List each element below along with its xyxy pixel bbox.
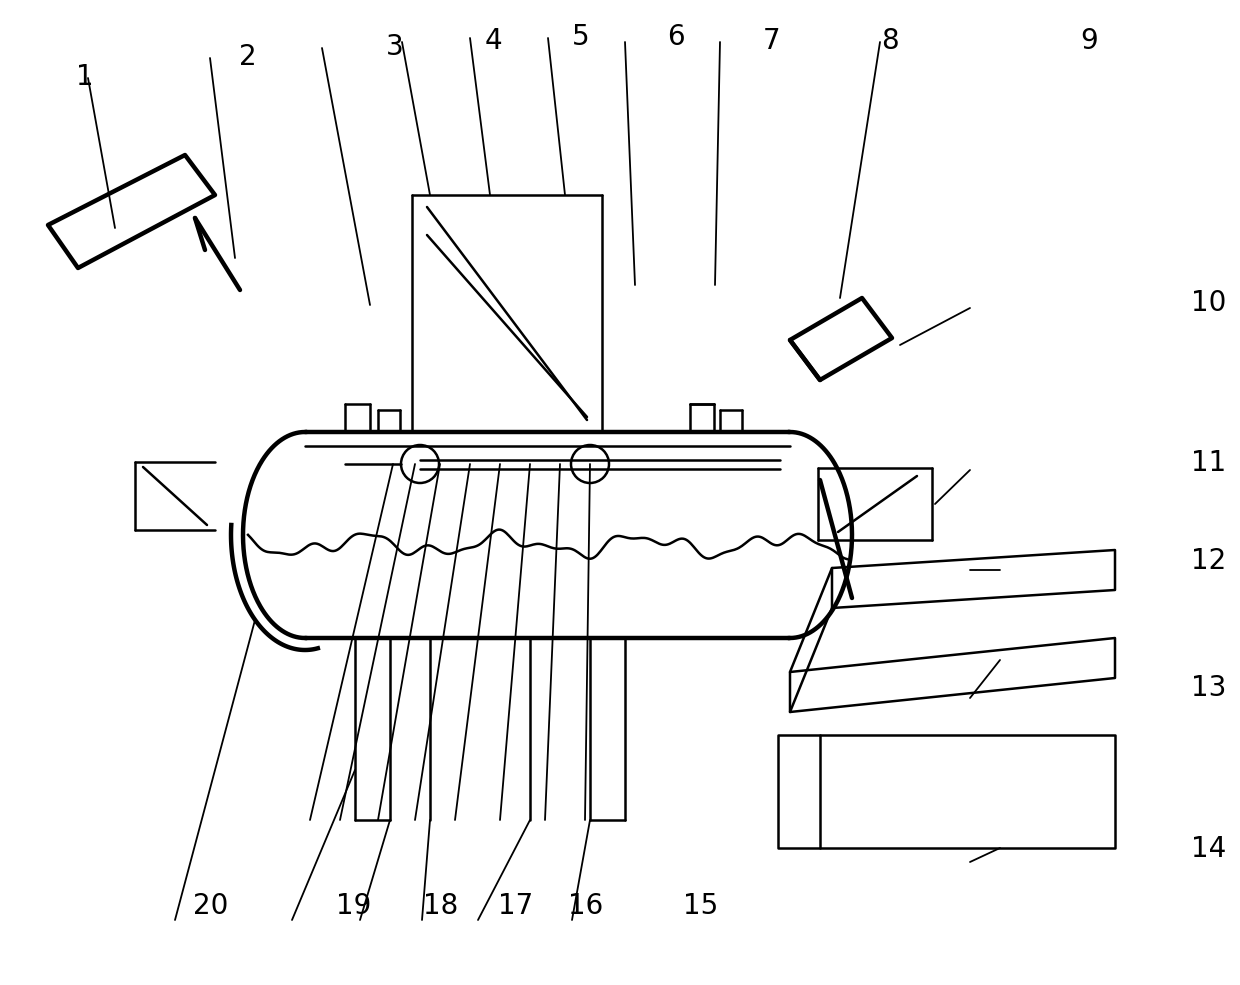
Text: 20: 20 — [193, 892, 228, 920]
Text: 10: 10 — [1192, 290, 1226, 317]
Text: 1: 1 — [76, 63, 93, 91]
Text: 14: 14 — [1192, 835, 1226, 863]
Text: 12: 12 — [1192, 548, 1226, 575]
Text: 13: 13 — [1192, 674, 1226, 701]
Text: 19: 19 — [336, 892, 371, 920]
Text: 15: 15 — [683, 892, 718, 920]
Text: 2: 2 — [239, 43, 257, 71]
Text: 8: 8 — [882, 28, 899, 55]
Text: 7: 7 — [763, 28, 780, 55]
Text: 5: 5 — [572, 24, 589, 51]
Text: 17: 17 — [498, 892, 533, 920]
Text: 18: 18 — [423, 892, 458, 920]
Text: 3: 3 — [386, 33, 403, 61]
Text: 16: 16 — [568, 892, 603, 920]
Text: 11: 11 — [1192, 449, 1226, 477]
Text: 4: 4 — [485, 28, 502, 55]
Text: 9: 9 — [1080, 28, 1097, 55]
Text: 6: 6 — [667, 24, 684, 51]
